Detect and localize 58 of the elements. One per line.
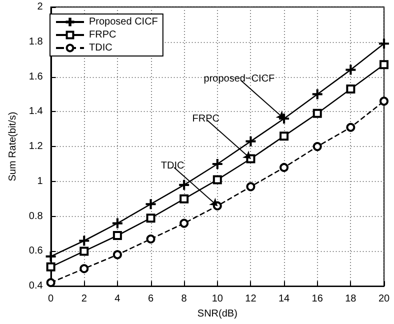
point <box>312 108 322 118</box>
point <box>380 60 388 70</box>
point <box>212 158 222 169</box>
y-tick-label: 0.4 <box>28 280 44 292</box>
point <box>346 84 356 94</box>
point <box>46 262 56 272</box>
point <box>46 251 56 262</box>
point <box>380 96 388 106</box>
x-tick-label: 4 <box>114 294 121 305</box>
point <box>246 136 256 146</box>
annotation: TDIC <box>160 160 184 172</box>
point <box>146 199 156 210</box>
point <box>112 231 122 240</box>
legend-label: TDIC <box>89 42 112 54</box>
point <box>146 234 156 244</box>
x-tick-label: 10 <box>212 294 224 305</box>
point <box>280 132 289 141</box>
point <box>246 182 256 192</box>
annotation: proposed−CICF <box>204 73 275 84</box>
legend-label: Proposed CICF <box>89 16 158 28</box>
point <box>80 264 89 274</box>
y-tick-label: 2 <box>37 2 44 12</box>
y-tick-label: 1.4 <box>28 106 44 118</box>
point <box>312 89 322 100</box>
y-tick-label: 1.2 <box>28 141 44 152</box>
point <box>312 142 322 152</box>
y-tick-label: 1.6 <box>28 71 44 82</box>
point <box>180 194 189 204</box>
x-tick-label: 14 <box>278 294 290 305</box>
x-tick-label: 12 <box>245 294 257 305</box>
point <box>79 236 90 246</box>
x-tick-label: 6 <box>148 294 154 305</box>
x-tick-label: 18 <box>345 294 357 305</box>
y-axis-title: Sum Rate(bit/s) <box>8 112 18 182</box>
point <box>112 218 122 228</box>
point <box>46 278 56 288</box>
y-tick-label: 0.8 <box>28 210 44 222</box>
x-tick-label: 8 <box>181 294 188 305</box>
point <box>179 180 190 190</box>
legend-label: FRPC <box>89 30 116 40</box>
x-tick-label: 16 <box>312 294 324 305</box>
x-tick-label: 2 <box>81 294 88 305</box>
x-axis-title: SNR(dB) <box>197 308 238 320</box>
y-tick-label: 0.6 <box>28 246 44 257</box>
point <box>112 250 122 260</box>
point <box>180 218 189 228</box>
annotation: FRPC <box>192 114 220 125</box>
point <box>212 175 222 184</box>
point <box>280 162 289 172</box>
point <box>146 214 156 223</box>
point <box>80 246 89 256</box>
y-tick-label: 1 <box>37 176 44 187</box>
point <box>379 38 389 49</box>
point <box>346 64 356 75</box>
x-tick-label: 0 <box>48 294 54 305</box>
y-tick-label: 1.8 <box>28 36 44 48</box>
x-tick-label: 20 <box>378 294 390 305</box>
point <box>346 122 356 132</box>
